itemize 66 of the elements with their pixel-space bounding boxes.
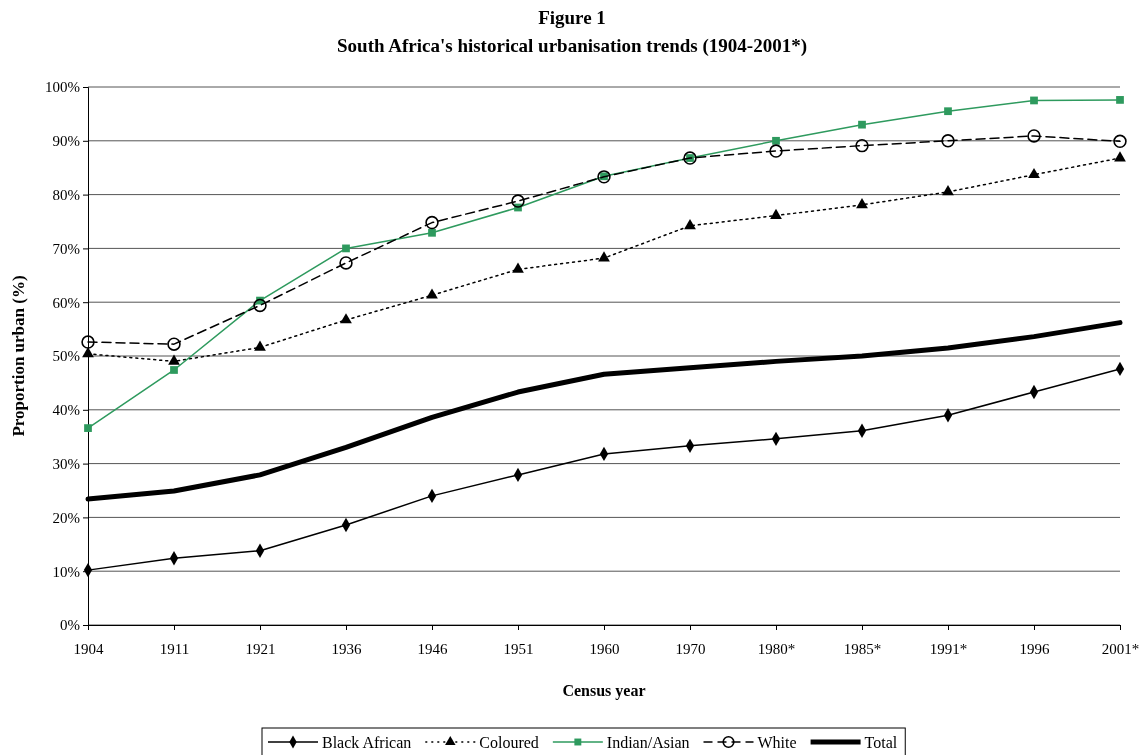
y-tick-label: 100% (45, 79, 80, 96)
x-tick-label: 1951 (503, 641, 534, 657)
legend-label: Indian/Asian (606, 734, 690, 751)
point (944, 107, 952, 116)
y-tick-label: 70% (52, 240, 80, 257)
point (1113, 134, 1127, 149)
point (168, 354, 180, 365)
x-tick-label: 1904 (73, 641, 104, 657)
legend-label: White (757, 734, 797, 751)
y-tick-label: 80% (52, 186, 80, 203)
x-tick-label: 2001* (1101, 641, 1140, 657)
legend-label: Black African (322, 734, 412, 751)
point (167, 337, 181, 351)
point (941, 134, 955, 148)
y-tick-label: 10% (52, 563, 80, 580)
point (84, 424, 92, 432)
point (512, 262, 524, 273)
point (1028, 167, 1040, 179)
point (81, 335, 95, 349)
point (339, 256, 353, 270)
x-tick-label: 1985* (843, 641, 882, 657)
point (684, 219, 696, 230)
point (82, 347, 94, 358)
chart-subtitle: South Africa's historical urbanisation trends (1904-2001*) (337, 35, 807, 57)
x-tick-label: 1970 (675, 641, 706, 657)
legend-label: Coloured (479, 734, 539, 751)
point (1114, 151, 1126, 162)
x-tick-label: 1936 (331, 641, 362, 657)
y-tick-label: 50% (52, 348, 80, 365)
point (511, 194, 525, 208)
point (942, 185, 954, 196)
x-tick-label: 1980* (757, 641, 796, 657)
x-tick-label: 1921 (245, 641, 276, 657)
x-axis-title: Census year (562, 682, 646, 700)
point (254, 340, 266, 351)
point (253, 298, 267, 313)
point (425, 215, 439, 230)
point (170, 366, 178, 374)
point (769, 144, 783, 158)
y-tick-label: 40% (52, 402, 80, 419)
point (428, 228, 436, 237)
y-tick-label: 60% (52, 294, 80, 311)
point (1116, 96, 1124, 104)
point (340, 313, 352, 324)
x-tick-label: 1911 (159, 641, 190, 657)
chart-title: Figure 1 (538, 7, 606, 28)
x-tick-label: 1996 (1019, 641, 1050, 657)
point (342, 244, 350, 253)
y-tick-label: 0% (60, 617, 80, 634)
point (856, 198, 868, 209)
x-tick-label: 1991* (929, 641, 968, 657)
x-tick-label: 1960 (589, 641, 620, 657)
point (426, 288, 438, 299)
legend-label: Total (864, 734, 898, 751)
x-tick-label: 1946 (417, 641, 448, 657)
point (855, 138, 869, 153)
point (770, 208, 782, 219)
y-axis-title: Proportion urban (%) (9, 275, 28, 437)
point (772, 136, 780, 145)
y-tick-label: 30% (52, 455, 80, 472)
point (1027, 129, 1041, 143)
y-tick-label: 20% (52, 509, 80, 526)
y-tick-label: 90% (52, 133, 80, 150)
point (598, 251, 610, 262)
point (1030, 96, 1038, 105)
point (858, 120, 866, 129)
